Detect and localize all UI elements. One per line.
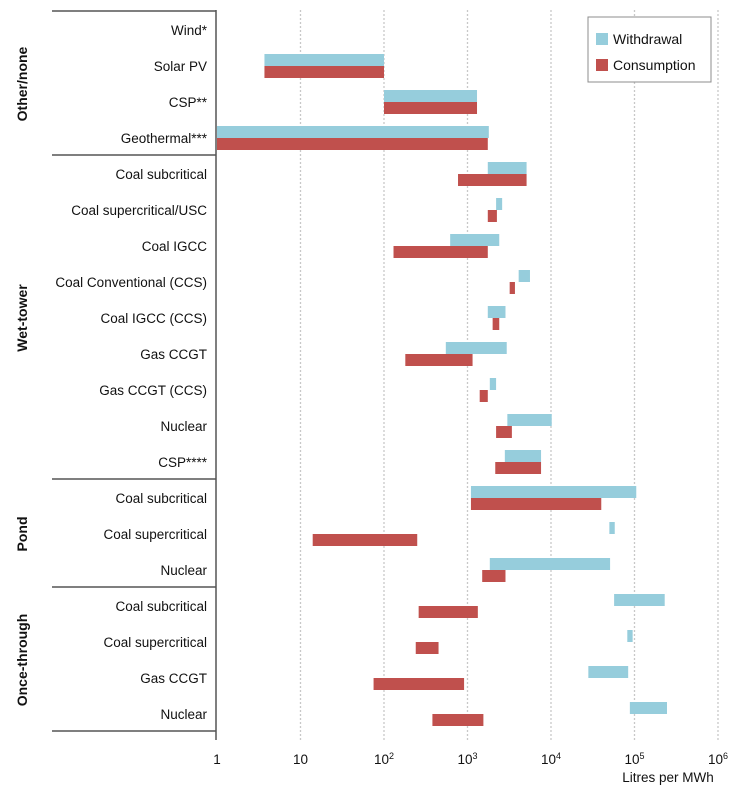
- x-axis-title: Litres per MWh: [622, 770, 714, 785]
- bar-consumption: [393, 246, 488, 258]
- bar-consumption: [432, 714, 484, 726]
- x-tick-label: 104: [541, 751, 561, 767]
- bar-withdrawal: [450, 234, 500, 246]
- x-tick-label: 1: [213, 752, 221, 767]
- bar-consumption: [384, 102, 478, 114]
- category-label: Coal IGCC: [142, 239, 208, 254]
- category-label: Geothermal***: [121, 131, 208, 146]
- bar-consumption: [492, 318, 500, 330]
- bar-withdrawal: [609, 522, 615, 534]
- bar-withdrawal: [384, 90, 478, 102]
- category-label: Solar PV: [154, 59, 207, 74]
- x-tick-label: 103: [457, 751, 477, 767]
- legend-label-withdrawal: Withdrawal: [613, 31, 682, 47]
- bar-consumption: [415, 642, 439, 654]
- legend-swatch-withdrawal: [596, 33, 608, 45]
- bar-withdrawal: [445, 342, 507, 354]
- bar-consumption: [405, 354, 473, 366]
- category-label: Coal supercritical: [103, 527, 207, 542]
- legend-box: [587, 16, 712, 83]
- bars: [217, 54, 667, 726]
- bar-withdrawal: [487, 162, 527, 174]
- bar-consumption: [418, 606, 478, 618]
- category-labels: Wind* Solar PV CSP** Geothermal*** Other/non…: [14, 23, 208, 722]
- category-label: Gas CCGT (CCS): [99, 383, 207, 398]
- bar-withdrawal: [489, 558, 611, 570]
- bar-consumption: [487, 210, 497, 222]
- category-label: Gas CCGT: [140, 347, 207, 362]
- bar-withdrawal: [518, 270, 530, 282]
- bar-consumption: [470, 498, 602, 510]
- x-axis-ticks: 1 10 102 103 104 105 106: [213, 751, 728, 767]
- category-label: Gas CCGT: [140, 671, 207, 686]
- group-label: Pond: [14, 517, 30, 552]
- bar-withdrawal: [264, 54, 384, 66]
- category-label: Coal supercritical/USC: [71, 203, 207, 218]
- x-tick-label: 105: [624, 751, 644, 767]
- bar-consumption: [312, 534, 418, 546]
- bar-consumption: [495, 462, 542, 474]
- category-label: Nuclear: [160, 707, 207, 722]
- category-label: CSP**: [169, 95, 208, 110]
- bar-withdrawal: [504, 450, 542, 462]
- bar-withdrawal: [627, 630, 633, 642]
- bar-withdrawal: [507, 414, 552, 426]
- legend-swatch-consumption: [596, 59, 608, 71]
- bar-withdrawal: [614, 594, 665, 606]
- category-label: Coal subcritical: [115, 599, 207, 614]
- bar-consumption: [509, 282, 515, 294]
- category-label: Coal subcritical: [115, 167, 207, 182]
- category-label: CSP****: [158, 455, 208, 470]
- category-label: Coal subcritical: [115, 491, 207, 506]
- bar-consumption: [458, 174, 527, 186]
- bar-consumption: [373, 678, 465, 690]
- legend: Withdrawal Consumption: [587, 16, 712, 83]
- bar-consumption: [217, 138, 488, 150]
- category-label: Nuclear: [160, 563, 207, 578]
- bar-consumption: [496, 426, 512, 438]
- bar-consumption: [479, 390, 488, 402]
- legend-label-consumption: Consumption: [613, 57, 696, 73]
- group-label: Other/none: [14, 46, 30, 121]
- bar-withdrawal: [487, 306, 506, 318]
- bar-consumption: [264, 66, 384, 78]
- x-tick-label: 102: [374, 751, 394, 767]
- bar-withdrawal: [470, 486, 637, 498]
- group-label: Once-through: [14, 614, 30, 707]
- category-label: Wind*: [171, 23, 208, 38]
- category-label: Nuclear: [160, 419, 207, 434]
- bar-withdrawal: [217, 126, 489, 138]
- group-label: Wet-tower: [14, 284, 30, 352]
- bar-withdrawal: [588, 666, 629, 678]
- x-tick-label: 106: [708, 751, 728, 767]
- gridlines: [299, 10, 719, 740]
- x-tick-label: 10: [293, 752, 308, 767]
- category-frame: [52, 10, 217, 740]
- bar-withdrawal: [629, 702, 667, 714]
- category-label: Coal Conventional (CCS): [55, 275, 207, 290]
- bar-consumption: [482, 570, 506, 582]
- category-label: Coal supercritical: [103, 635, 207, 650]
- category-label: Coal IGCC (CCS): [100, 311, 207, 326]
- bar-withdrawal: [496, 198, 503, 210]
- bar-withdrawal: [489, 378, 497, 390]
